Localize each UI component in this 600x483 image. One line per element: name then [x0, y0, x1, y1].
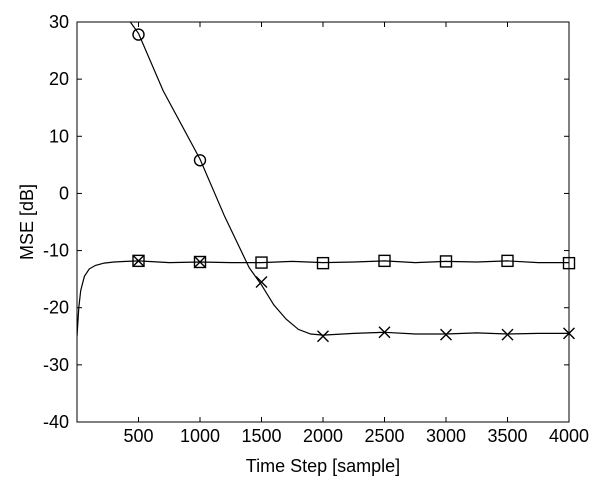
circle-marker: [132, 28, 145, 41]
x-marker: [378, 326, 391, 339]
square-marker: [193, 255, 207, 269]
square-marker: [378, 254, 391, 268]
x-marker: [194, 256, 206, 268]
marker-layer: [132, 28, 576, 343]
x-axis-label: Time Step [sample]: [246, 456, 400, 476]
square-marker: [439, 255, 453, 268]
x-tick-label: 1000: [180, 426, 220, 446]
x-tick-label: 2500: [364, 426, 404, 446]
x-marker: [132, 254, 145, 267]
y-tick-label: 30: [49, 12, 69, 32]
x-tick-label: 3500: [487, 426, 527, 446]
x-tick-label: 2000: [303, 426, 343, 446]
plot-area: [77, 22, 569, 422]
x-tick-label: 1500: [241, 426, 281, 446]
y-tick-label: 0: [59, 183, 69, 203]
y-tick-label: -10: [43, 241, 69, 261]
y-tick-label: -40: [43, 412, 69, 432]
y-axis-label: MSE [dB]: [17, 184, 37, 260]
x-marker: [440, 328, 452, 341]
tick-layer: 500 1000 1500 2000 2500 3000 3500 4000 -40 -30 -20…: [43, 12, 589, 446]
x-marker: [317, 330, 329, 343]
x-tick-label: 3000: [426, 426, 466, 446]
square-marker: [255, 256, 268, 269]
x-marker: [255, 276, 268, 288]
y-tick-label: -30: [43, 355, 69, 375]
y-tick-label: 10: [49, 126, 69, 146]
series-line-circle: [129, 22, 569, 336]
x-marker: [501, 328, 514, 341]
circle-marker: [193, 154, 207, 167]
y-tick-label: -20: [43, 298, 69, 318]
y-tick-label: 20: [49, 69, 69, 89]
x-tick-label: 4000: [549, 426, 589, 446]
square-marker: [501, 254, 514, 268]
square-marker: [132, 254, 145, 268]
square-marker: [316, 256, 330, 270]
x-tick-label: 500: [123, 426, 153, 446]
